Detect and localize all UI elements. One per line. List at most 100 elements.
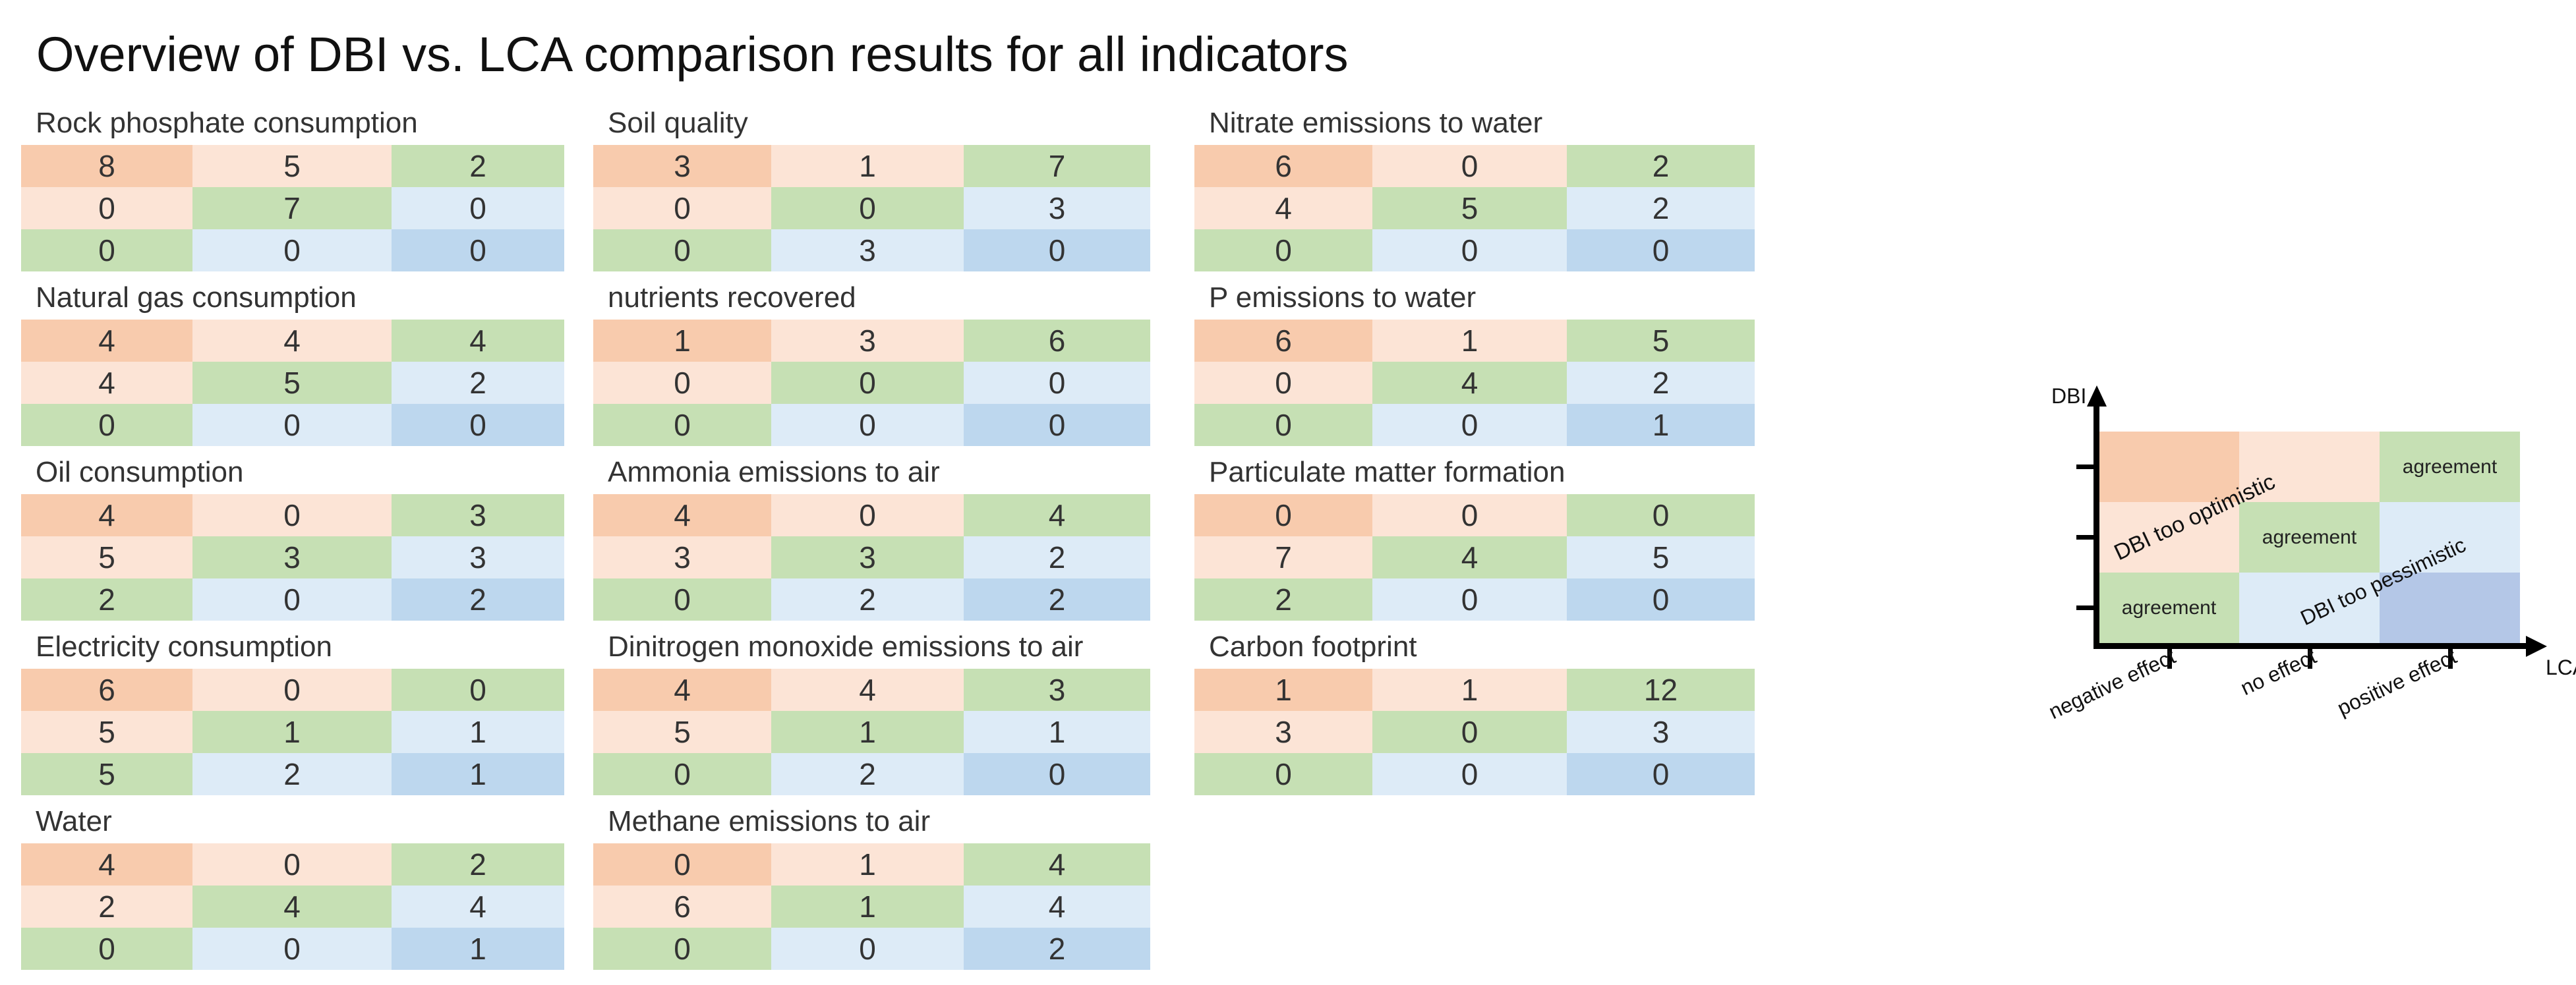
- legend-cell: agreement: [2380, 432, 2520, 502]
- matrix-cell: 0: [964, 362, 1150, 404]
- legend-cell: [2099, 432, 2239, 502]
- matrix-cell: 6: [964, 320, 1150, 362]
- legend-cell: [2099, 502, 2239, 573]
- matrix-cell: 0: [964, 229, 1150, 271]
- y-axis-arrow-icon: [2087, 385, 2107, 407]
- matrix-cell: 8: [21, 145, 192, 187]
- matrix-cell: 2: [964, 578, 1150, 621]
- matrix-cell: 0: [964, 404, 1150, 446]
- y-axis-line: [2093, 402, 2099, 649]
- matrix-cell: 0: [1567, 578, 1755, 621]
- figure-title: Overview of DBI vs. LCA comparison resul…: [36, 27, 1349, 82]
- matrix-cell: 2: [1194, 578, 1372, 621]
- matrix-cell: 0: [593, 843, 771, 886]
- matrix-cell: 2: [392, 843, 564, 886]
- matrix-cell: 1: [392, 753, 564, 795]
- matrix-cell: 4: [593, 494, 771, 536]
- legend-cell: [2239, 573, 2380, 643]
- matrix-cell: 0: [771, 494, 964, 536]
- matrix-cell: 2: [964, 928, 1150, 970]
- matrix-cell: 0: [1372, 494, 1567, 536]
- matrix-cell: 3: [964, 669, 1150, 711]
- x-tick: [2167, 646, 2172, 669]
- matrix-cell: 0: [1372, 229, 1567, 271]
- matrix-cell: 2: [771, 753, 964, 795]
- matrix-cell: 0: [593, 578, 771, 621]
- matrix-cell: 0: [21, 229, 192, 271]
- matrix-cell: 0: [1194, 229, 1372, 271]
- matrix-cell: 2: [392, 145, 564, 187]
- result-matrix: 1 1 12 3 0 3 0 0 0: [1194, 669, 1755, 795]
- panel-title: Particulate matter formation: [1209, 456, 1566, 488]
- matrix-cell: 4: [192, 886, 392, 928]
- matrix-cell: 0: [1194, 494, 1372, 536]
- matrix-cell: 4: [593, 669, 771, 711]
- matrix-cell: 0: [21, 928, 192, 970]
- matrix-cell: 3: [771, 229, 964, 271]
- x-tick-label: no effect: [2236, 644, 2320, 700]
- x-tick: [2447, 646, 2453, 669]
- x-tick-label: positive effect: [2333, 644, 2460, 721]
- matrix-cell: 1: [192, 711, 392, 753]
- matrix-cell: 5: [21, 711, 192, 753]
- matrix-cell: 7: [1194, 536, 1372, 578]
- matrix-cell: 7: [192, 187, 392, 229]
- matrix-cell: 0: [1372, 578, 1567, 621]
- matrix-cell: 4: [192, 320, 392, 362]
- matrix-cell: 12: [1567, 669, 1755, 711]
- matrix-cell: 2: [392, 362, 564, 404]
- matrix-cell: 0: [392, 229, 564, 271]
- panel-title: Soil quality: [608, 107, 748, 139]
- matrix-cell: 0: [771, 362, 964, 404]
- panel-title: nutrients recovered: [608, 281, 856, 314]
- panel-title: Dinitrogen monoxide emissions to air: [608, 631, 1084, 663]
- matrix-cell: 5: [593, 711, 771, 753]
- matrix-cell: 0: [593, 187, 771, 229]
- matrix-cell: 1: [392, 928, 564, 970]
- matrix-cell: 5: [1567, 320, 1755, 362]
- matrix-cell: 1: [593, 320, 771, 362]
- matrix-cell: 4: [21, 320, 192, 362]
- matrix-cell: 5: [1372, 187, 1567, 229]
- matrix-cell: 3: [593, 145, 771, 187]
- matrix-cell: 3: [771, 536, 964, 578]
- matrix-cell: 3: [1567, 711, 1755, 753]
- matrix-cell: 6: [1194, 145, 1372, 187]
- panel-title: Oil consumption: [36, 456, 244, 488]
- matrix-cell: 0: [593, 362, 771, 404]
- matrix-cell: 3: [771, 320, 964, 362]
- panel-title: Methane emissions to air: [608, 805, 931, 837]
- matrix-cell: 7: [964, 145, 1150, 187]
- matrix-cell: 2: [1567, 145, 1755, 187]
- matrix-cell: 1: [771, 711, 964, 753]
- matrix-cell: 4: [21, 843, 192, 886]
- matrix-cell: 1: [771, 843, 964, 886]
- matrix-cell: 0: [593, 229, 771, 271]
- matrix-cell: 3: [593, 536, 771, 578]
- matrix-cell: 2: [1567, 362, 1755, 404]
- matrix-cell: 0: [192, 669, 392, 711]
- y-tick: [2076, 464, 2096, 469]
- matrix-cell: 6: [1194, 320, 1372, 362]
- matrix-cell: 0: [1194, 404, 1372, 446]
- matrix-cell: 4: [392, 320, 564, 362]
- matrix-cell: 0: [192, 494, 392, 536]
- matrix-cell: 0: [771, 404, 964, 446]
- matrix-cell: 0: [1567, 494, 1755, 536]
- matrix-cell: 1: [771, 145, 964, 187]
- legend-cell: agreement: [2099, 573, 2239, 643]
- matrix-cell: 2: [964, 536, 1150, 578]
- panel-title: Ammonia emissions to air: [608, 456, 940, 488]
- matrix-cell: 0: [392, 669, 564, 711]
- matrix-cell: 0: [21, 187, 192, 229]
- matrix-cell: 0: [1372, 404, 1567, 446]
- matrix-cell: 0: [1372, 711, 1567, 753]
- matrix-cell: 0: [771, 187, 964, 229]
